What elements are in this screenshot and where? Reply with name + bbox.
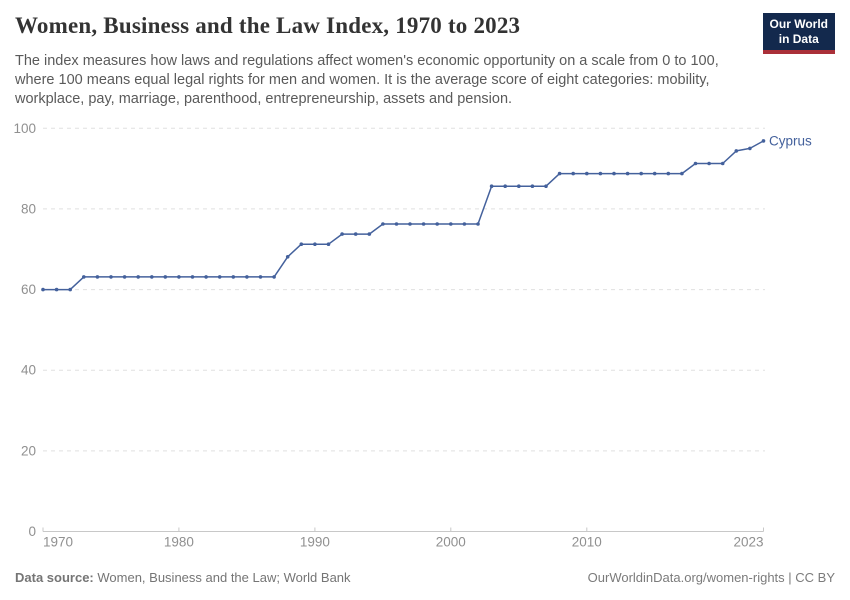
data-point (136, 275, 140, 279)
data-point (408, 222, 412, 226)
x-tick-label: 2010 (572, 535, 602, 550)
series-label: Cyprus (769, 133, 812, 148)
data-point (367, 232, 372, 236)
data-point (585, 171, 589, 176)
data-point (217, 275, 222, 279)
data-point (109, 275, 113, 279)
data-point (652, 171, 657, 176)
x-tick-label: 2023 (733, 535, 763, 550)
data-point (313, 242, 317, 246)
data-source-note: Data source: Women, Business and the Law… (15, 570, 351, 585)
page-title: Women, Business and the Law Index, 1970 … (15, 13, 521, 38)
data-point (748, 146, 752, 151)
data-point (435, 222, 440, 226)
data-point (666, 171, 671, 176)
data-point (625, 171, 630, 176)
x-tick-label: 1990 (300, 535, 330, 550)
data-point (734, 149, 739, 153)
data-point (150, 275, 154, 279)
data-source-label: Data source: (15, 570, 94, 585)
data-point (571, 171, 575, 176)
attribution-note: OurWorldinData.org/women-rights | CC BY (587, 570, 835, 585)
owid-logo-line1: Our World (769, 17, 828, 31)
data-point (462, 222, 467, 226)
data-point (693, 161, 698, 166)
data-point (245, 275, 249, 279)
data-point (258, 275, 263, 279)
y-tick-label: 0 (28, 524, 36, 539)
data-point (720, 161, 725, 166)
subtitle-line-2: where 100 means equal legal rights for m… (15, 72, 710, 88)
data-point (41, 287, 45, 292)
y-tick-label: 100 (13, 121, 36, 136)
data-point (544, 184, 548, 188)
data-point (639, 171, 643, 176)
y-tick-label: 20 (21, 443, 36, 458)
data-point (82, 275, 86, 279)
chart-subtitle: The index measures how laws and regulati… (15, 52, 760, 109)
data-point (761, 139, 766, 143)
data-point (177, 275, 181, 279)
data-point (353, 232, 358, 236)
subtitle-line-1: The index measures how laws and regulati… (15, 53, 719, 69)
data-point (503, 184, 508, 188)
owid-logo: Our World in Data (762, 13, 835, 54)
data-line (42, 140, 765, 291)
data-point (163, 275, 168, 279)
data-point (122, 275, 127, 279)
data-point (680, 171, 684, 176)
data-point (707, 161, 711, 166)
data-point (530, 184, 535, 188)
data-point (476, 222, 480, 226)
data-point (612, 171, 616, 176)
y-tick-label: 60 (21, 282, 36, 297)
data-point (421, 222, 426, 226)
data-point (449, 222, 453, 226)
data-point (489, 184, 494, 188)
subtitle-line-3: workplace, pay, marriage, parenthood, en… (15, 91, 513, 107)
x-tick-label: 1970 (43, 535, 73, 550)
data-point (272, 275, 276, 279)
x-tick-label: 1980 (164, 535, 194, 550)
data-point (231, 275, 236, 279)
data-point (598, 171, 603, 176)
y-tick-label: 80 (21, 201, 36, 216)
data-point (190, 275, 195, 279)
data-point (299, 242, 304, 246)
data-point (381, 222, 385, 226)
y-tick-label: 40 (21, 363, 36, 378)
data-point (204, 275, 208, 279)
x-tick-label: 2000 (436, 535, 466, 550)
data-point (394, 222, 399, 226)
owid-logo-line2: in Data (778, 32, 819, 46)
data-point (340, 232, 344, 236)
data-point (285, 254, 290, 259)
data-point (95, 275, 100, 279)
data-point (517, 184, 521, 188)
data-point (326, 242, 331, 246)
data-source-value: Women, Business and the Law; World Bank (97, 570, 351, 585)
data-point (54, 287, 59, 292)
data-point (557, 171, 562, 176)
data-point (68, 287, 72, 292)
